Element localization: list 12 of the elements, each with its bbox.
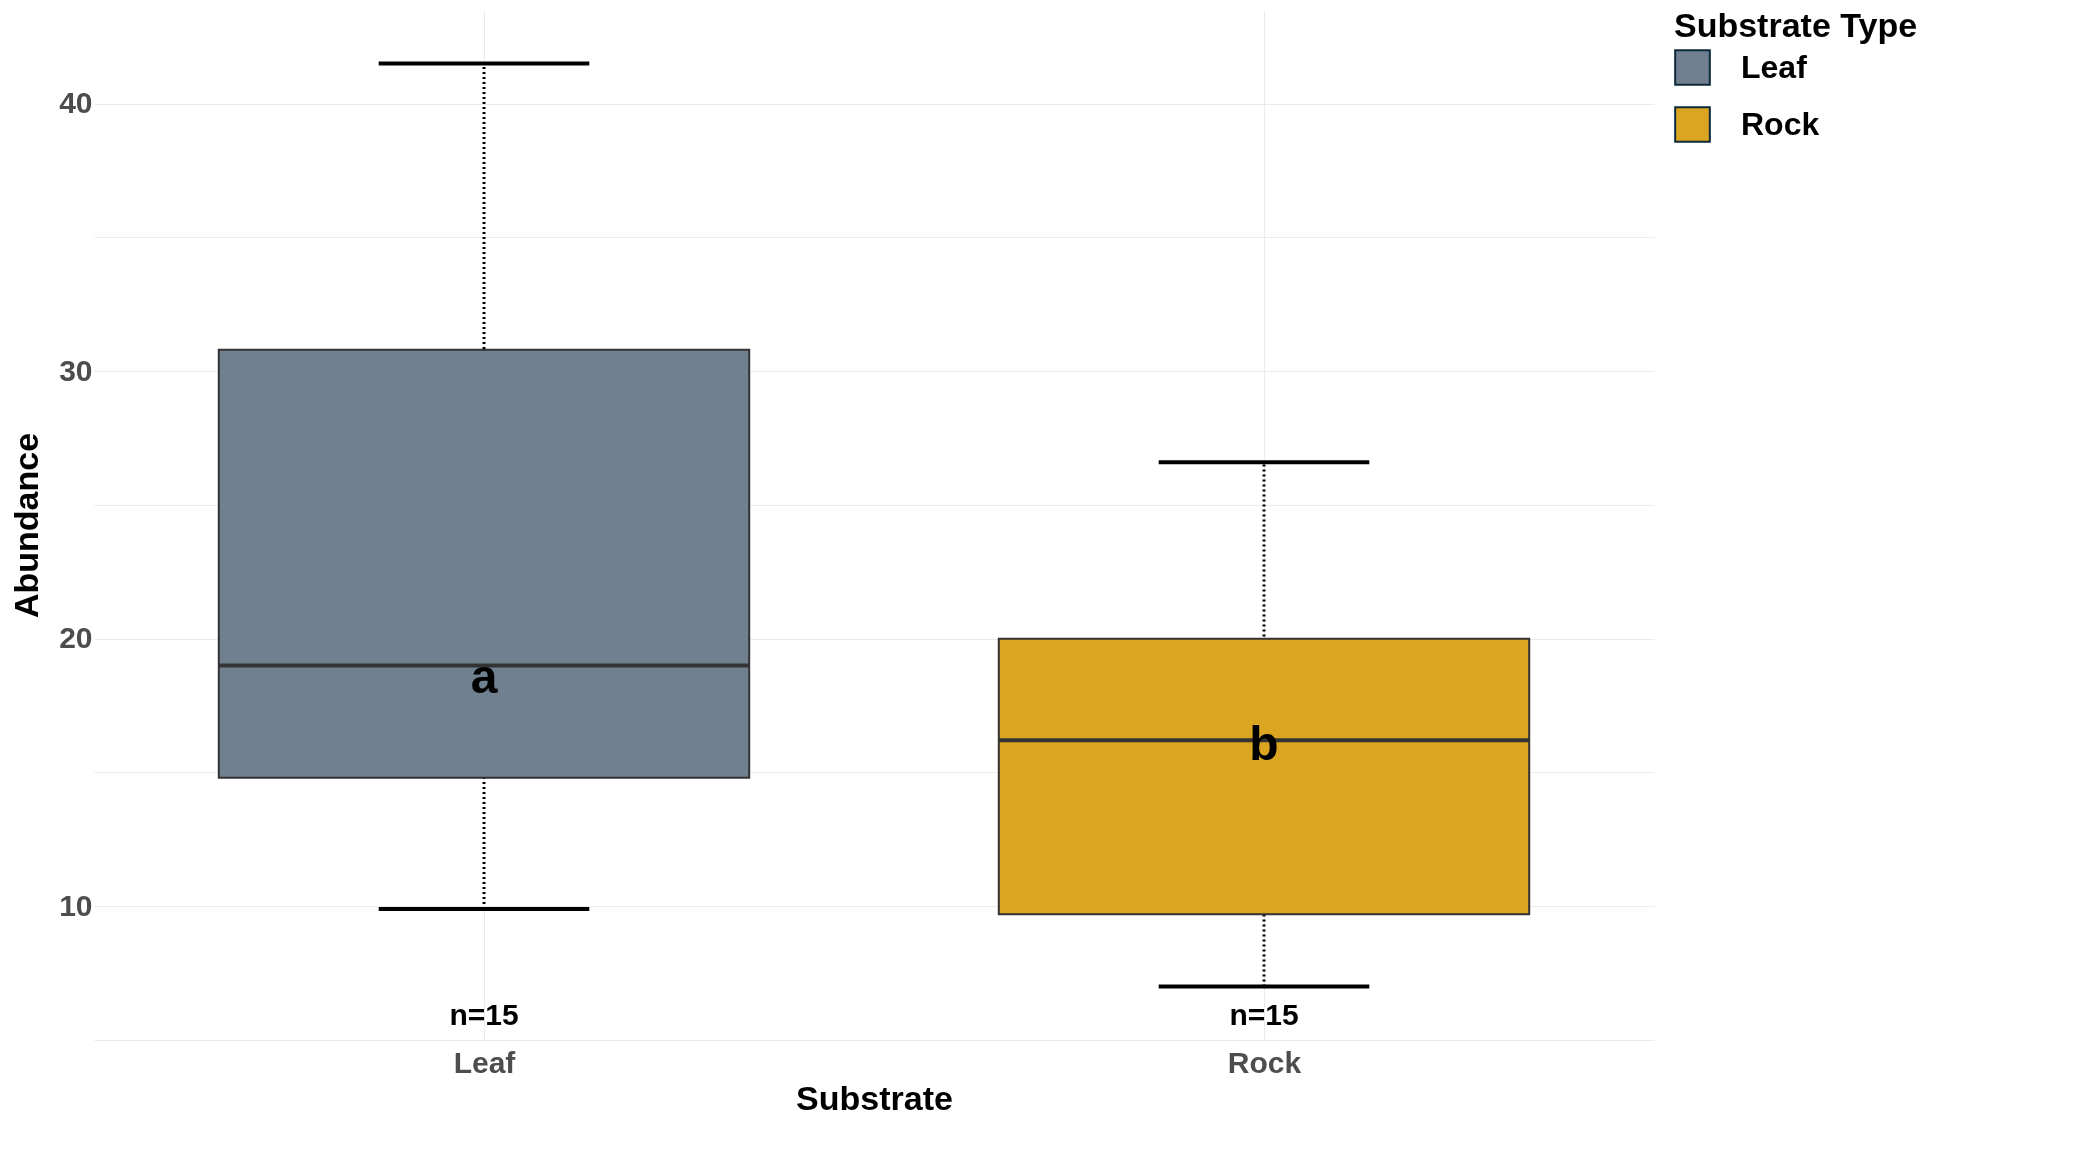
y-axis-title: Abundance: [7, 432, 46, 619]
x-axis-title: Substrate: [796, 1078, 953, 1117]
legend-label: Rock: [1741, 105, 1820, 142]
annotation: n=15: [1229, 998, 1299, 1031]
y-tick-label: 20: [59, 621, 93, 655]
annotation: n=15: [449, 998, 519, 1031]
legend-title: Substrate Type: [1674, 6, 1918, 44]
y-tick-label: 40: [59, 86, 93, 120]
legend-label: Leaf: [1741, 48, 1808, 85]
annotation: a: [470, 649, 498, 703]
y-tick-label: 10: [59, 888, 93, 922]
y-tick-label: 30: [59, 353, 93, 387]
